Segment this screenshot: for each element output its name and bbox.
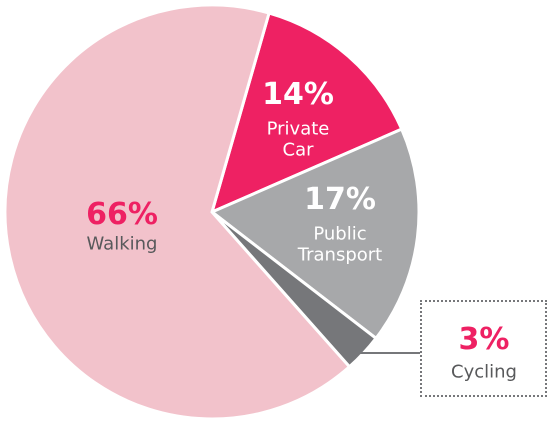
category-label: Walking <box>86 233 158 255</box>
value-label: 66% <box>86 196 158 232</box>
leader-dot <box>353 350 359 356</box>
category-label: Public Transport <box>297 223 383 265</box>
callout-box <box>420 300 547 397</box>
value-label: 17% <box>304 181 376 217</box>
value-label: 3% <box>458 321 510 357</box>
pie-slice <box>209 127 421 341</box>
pie-slice <box>3 3 352 421</box>
category-label: Private Car <box>266 118 330 160</box>
pie-slice <box>209 11 404 215</box>
value-label: 14% <box>262 76 334 112</box>
category-label: Cycling <box>451 361 517 383</box>
